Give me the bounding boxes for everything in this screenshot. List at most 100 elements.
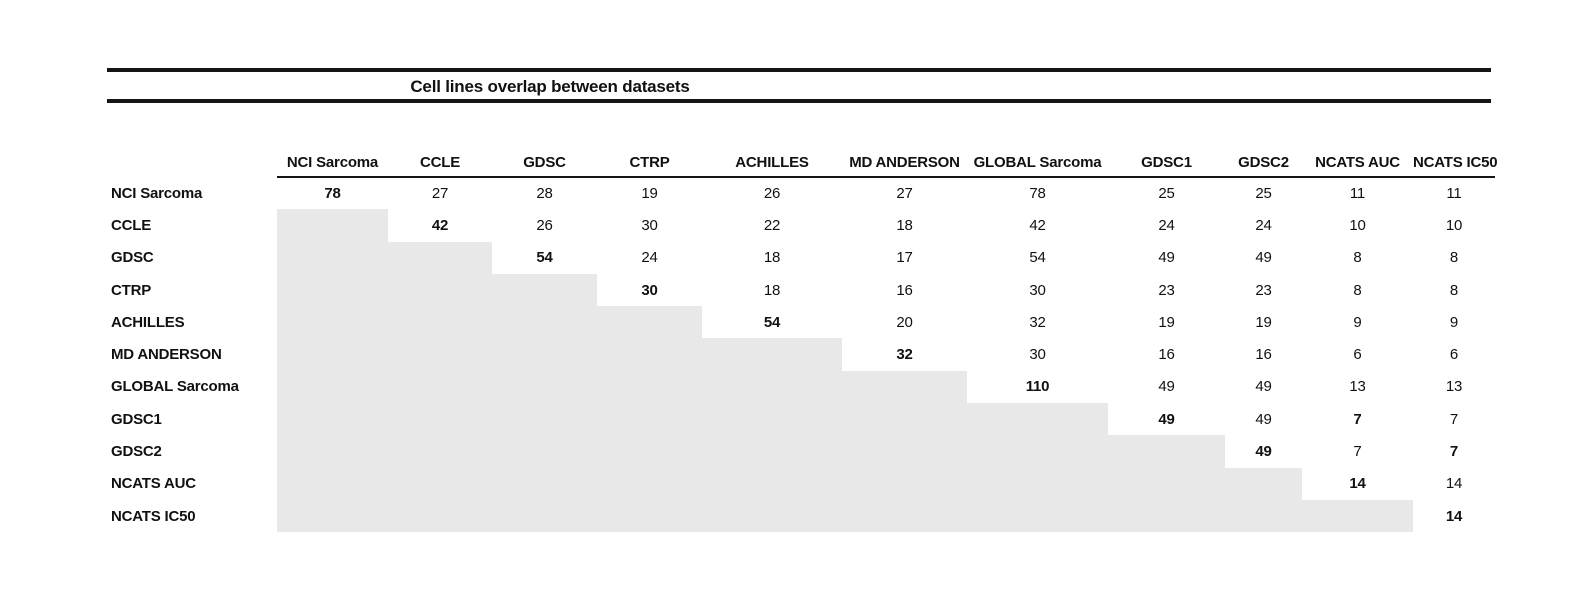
matrix-cell: 17 bbox=[896, 249, 913, 267]
matrix-cell-empty bbox=[492, 370, 597, 404]
title-rule-top bbox=[107, 68, 1491, 72]
matrix-cell-empty bbox=[277, 338, 388, 371]
matrix-cell: 13 bbox=[1349, 378, 1366, 396]
matrix-cell: 49 bbox=[1255, 410, 1272, 428]
matrix-cell: 16 bbox=[896, 281, 913, 299]
matrix-cell-empty bbox=[842, 403, 967, 436]
matrix-cell-empty bbox=[492, 273, 597, 307]
matrix-cell: 16 bbox=[1255, 346, 1272, 364]
row-header-gdsc2: GDSC2 bbox=[111, 443, 162, 461]
matrix-cell: 9 bbox=[1449, 313, 1459, 331]
matrix-cell-empty bbox=[492, 403, 597, 436]
matrix-cell-empty bbox=[277, 209, 388, 242]
matrix-cell: 24 bbox=[641, 249, 658, 267]
matrix-cell-empty bbox=[277, 435, 388, 468]
column-header-gdsc1: GDSC1 bbox=[1108, 133, 1225, 178]
matrix-cell-empty bbox=[277, 306, 388, 339]
matrix-cell-empty bbox=[597, 499, 702, 533]
matrix-cell: 10 bbox=[1349, 216, 1366, 234]
matrix-cell: 13 bbox=[1445, 378, 1463, 396]
matrix-cell: 49 bbox=[1255, 249, 1272, 267]
matrix-cell-empty bbox=[277, 499, 388, 533]
matrix-cell-empty bbox=[597, 370, 702, 404]
matrix-cell-empty bbox=[702, 499, 842, 533]
overlap-table: NCI Sarcoma CCLE GDSC CTRP ACHILLES MD ANDERS… bbox=[107, 133, 1498, 533]
row-header-ncats-ic50: NCATS IC50 bbox=[111, 507, 196, 525]
matrix-cell: 26 bbox=[536, 216, 553, 234]
matrix-cell: 54 bbox=[1029, 249, 1046, 267]
overlap-matrix: NCI Sarcoma CCLE GDSC CTRP ACHILLES MD ANDERS… bbox=[107, 133, 1498, 533]
matrix-cell: 23 bbox=[1255, 281, 1272, 299]
matrix-cell-empty bbox=[702, 435, 842, 468]
matrix-cell: 18 bbox=[896, 216, 913, 234]
matrix-cell-empty bbox=[388, 403, 492, 436]
matrix-cell: 14 bbox=[1445, 507, 1463, 525]
table-title: Cell lines overlap between datasets bbox=[410, 77, 690, 96]
column-header-nci-sarcoma: NCI Sarcoma bbox=[277, 133, 388, 178]
matrix-cell: 8 bbox=[1449, 249, 1459, 267]
matrix-cell: 28 bbox=[536, 185, 553, 203]
matrix-cell: 30 bbox=[1029, 346, 1046, 364]
table-row: ACHILLES 54 20 32 19 19 9 9 bbox=[107, 306, 1495, 339]
matrix-cell: 8 bbox=[1353, 249, 1362, 267]
matrix-cell: 8 bbox=[1353, 281, 1362, 299]
matrix-cell: 16 bbox=[1158, 346, 1175, 364]
matrix-cell: 110 bbox=[1025, 378, 1050, 396]
row-header-nci-sarcoma: NCI Sarcoma bbox=[111, 184, 203, 202]
matrix-cell: 78 bbox=[1029, 185, 1046, 203]
matrix-cell-empty bbox=[967, 435, 1108, 468]
matrix-cell-empty bbox=[1225, 499, 1302, 533]
matrix-cell-empty bbox=[597, 435, 702, 468]
matrix-cell-empty bbox=[277, 273, 388, 307]
row-header-global-sarcoma: GLOBAL Sarcoma bbox=[111, 378, 239, 396]
matrix-cell: 8 bbox=[1449, 281, 1459, 299]
matrix-cell-empty bbox=[842, 435, 967, 468]
column-header-ncats-auc: NCATS AUC bbox=[1302, 133, 1413, 178]
matrix-cell: 30 bbox=[1029, 281, 1046, 299]
matrix-cell-empty bbox=[842, 370, 967, 404]
matrix-cell: 14 bbox=[1445, 475, 1463, 493]
column-header-row: NCI Sarcoma CCLE GDSC CTRP ACHILLES MD ANDERS… bbox=[107, 133, 1498, 178]
matrix-cell-empty bbox=[597, 467, 702, 500]
row-header-gdsc1: GDSC1 bbox=[111, 410, 162, 428]
matrix-cell: 49 bbox=[1158, 410, 1175, 428]
matrix-cell: 6 bbox=[1449, 346, 1459, 364]
matrix-cell: 30 bbox=[641, 281, 658, 299]
matrix-cell: 32 bbox=[1029, 313, 1046, 331]
matrix-cell-empty bbox=[388, 370, 492, 404]
matrix-cell-empty bbox=[388, 273, 492, 307]
table-row: NCATS AUC 14 14 bbox=[107, 467, 1495, 500]
matrix-cell: 14 bbox=[1349, 475, 1366, 493]
matrix-cell: 7 bbox=[1449, 410, 1459, 428]
matrix-cell: 19 bbox=[1158, 313, 1175, 331]
matrix-cell: 78 bbox=[324, 185, 341, 203]
matrix-cell: 25 bbox=[1255, 185, 1272, 203]
matrix-cell: 23 bbox=[1158, 281, 1175, 299]
column-header-ncats-ic50: NCATS IC50 bbox=[1413, 133, 1498, 178]
column-header-gdsc: GDSC bbox=[492, 133, 597, 178]
matrix-cell-empty bbox=[277, 241, 388, 274]
matrix-cell-empty bbox=[702, 338, 842, 371]
table-row: GDSC 54 24 18 17 54 49 49 8 8 bbox=[107, 241, 1495, 274]
matrix-cell-empty bbox=[388, 435, 492, 468]
row-header-ncats-auc: NCATS AUC bbox=[111, 475, 196, 493]
table-row: NCATS IC50 14 bbox=[107, 499, 1495, 533]
matrix-cell: 27 bbox=[431, 185, 449, 203]
table-row: NCI Sarcoma 78 27 28 19 26 27 78 25 25 11 11 bbox=[107, 177, 1495, 209]
column-header-gdsc2: GDSC2 bbox=[1225, 133, 1302, 178]
matrix-cell: 10 bbox=[1445, 216, 1463, 234]
matrix-cell-empty bbox=[597, 306, 702, 339]
matrix-cell: 26 bbox=[763, 185, 781, 203]
matrix-cell-empty bbox=[702, 370, 842, 404]
column-header-ctrp: CTRP bbox=[597, 133, 702, 178]
matrix-cell-empty bbox=[1108, 499, 1225, 533]
matrix-cell: 11 bbox=[1349, 185, 1366, 203]
column-header-achilles: ACHILLES bbox=[702, 133, 842, 178]
matrix-cell-empty bbox=[1225, 467, 1302, 500]
matrix-cell-empty bbox=[492, 435, 597, 468]
matrix-cell: 42 bbox=[1029, 216, 1046, 234]
matrix-cell-empty bbox=[492, 467, 597, 500]
matrix-cell-empty bbox=[277, 403, 388, 436]
matrix-cell: 49 bbox=[1158, 249, 1175, 267]
